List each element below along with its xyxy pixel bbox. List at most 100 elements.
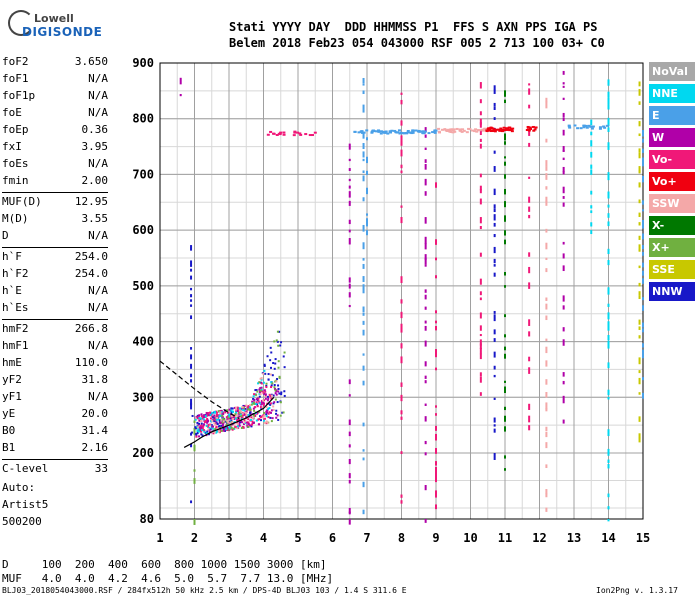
echo-cluster-dot	[231, 416, 234, 419]
echo-column-dot	[504, 215, 506, 222]
echo-cluster-dot	[255, 401, 258, 404]
echo-cluster-dot	[257, 418, 260, 421]
echo-column-dot	[435, 367, 437, 371]
y-tick-label: 900	[132, 56, 154, 70]
echo-band-dot	[296, 131, 300, 134]
echo-cluster-dot	[203, 415, 206, 418]
echo-band-dot	[475, 130, 479, 133]
echo-column-dot	[545, 166, 548, 171]
echo-column-dot	[348, 379, 351, 385]
echo-column-dot	[590, 119, 593, 126]
echo-band-dot	[589, 125, 593, 128]
echo-band-dot	[313, 131, 317, 134]
echo-band-dot	[266, 133, 270, 136]
echo-column-dot	[504, 455, 506, 459]
echo-cluster-dot	[219, 422, 222, 425]
echo-cluster-dot	[200, 419, 203, 422]
echo-column-dot	[607, 79, 610, 86]
echo-cluster-dot	[273, 384, 276, 387]
echo-band-dot	[282, 133, 286, 136]
echo-cluster-dot	[220, 418, 223, 421]
echo-cluster-dot	[215, 421, 218, 424]
echo-column-dot	[424, 485, 427, 491]
echo-column-dot	[607, 321, 610, 327]
echo-column-dot	[400, 382, 403, 387]
echo-column-dot	[642, 392, 644, 399]
echo-column-dot	[638, 199, 641, 204]
echo-cluster-dot	[232, 417, 235, 420]
echo-cluster-dot	[250, 425, 253, 428]
echo-column-dot	[638, 166, 641, 173]
echo-cluster-dot	[209, 411, 212, 414]
echo-band-dot	[298, 132, 302, 135]
echo-band-dot	[421, 130, 425, 133]
echo-cluster-dot	[279, 401, 282, 404]
echo-cluster-dot	[237, 413, 240, 416]
echo-column-dot	[190, 443, 193, 448]
param-row: B0 31.4	[2, 424, 108, 441]
echo-column-dot	[590, 131, 593, 136]
echo-column-dot	[638, 121, 641, 127]
echo-column-dot	[424, 340, 427, 347]
param-value: 254.0	[74, 267, 108, 280]
echo-cluster-dot	[204, 431, 207, 434]
echo-band-dot	[272, 132, 276, 135]
echo-cluster-dot	[206, 430, 209, 433]
x-tick-label: 9	[432, 531, 439, 545]
echo-column-dot	[562, 129, 565, 136]
echo-cluster-dot	[226, 418, 229, 421]
echo-cluster-dot	[260, 382, 263, 385]
echo-cluster-dot	[276, 330, 279, 333]
logo-swirl-icon	[8, 10, 34, 36]
echo-column-dot	[545, 297, 548, 301]
echo-cluster-dot	[274, 362, 277, 365]
echo-band-dot	[462, 129, 466, 132]
echo-band-dot	[299, 133, 303, 136]
echo-cluster-dot	[203, 414, 206, 417]
echo-cluster-dot	[277, 418, 280, 421]
echo-band-dot	[418, 130, 422, 133]
echo-cluster-dot	[196, 414, 199, 417]
param-value: 2.00	[81, 174, 109, 187]
echo-cluster-dot	[195, 434, 198, 437]
echo-cluster-dot	[266, 411, 269, 414]
echo-cluster-dot	[259, 387, 262, 390]
echo-cluster-dot	[228, 408, 231, 411]
echo-cluster-dot	[264, 372, 267, 375]
echo-band-dot	[476, 129, 480, 132]
echo-column-dot	[400, 323, 403, 329]
echo-band-dot	[449, 130, 453, 133]
param-value: N/A	[88, 390, 108, 403]
echo-column-dot	[642, 278, 644, 284]
echo-column-dot	[642, 349, 644, 356]
echo-column-dot	[493, 338, 496, 342]
echo-column-dot	[562, 166, 565, 173]
echo-cluster-dot	[269, 416, 272, 419]
x-tick-label: 5	[294, 531, 301, 545]
echo-column-dot	[362, 329, 365, 336]
echo-cluster-dot	[272, 408, 275, 411]
echo-column-dot	[493, 166, 496, 172]
echo-cluster-dot	[253, 393, 256, 396]
echo-band-dot	[501, 128, 505, 131]
echo-column-dot	[366, 230, 368, 236]
echo-cluster-dot	[233, 406, 236, 409]
param-name: foEp	[2, 123, 29, 136]
echo-column-dot	[642, 353, 644, 359]
echo-column-dot	[493, 234, 496, 238]
echo-column-dot	[366, 170, 368, 176]
echo-column-dot	[362, 353, 365, 356]
echo-cluster-dot	[196, 432, 199, 435]
echo-cluster-dot	[197, 416, 200, 419]
echo-column-dot	[348, 292, 351, 298]
echo-cluster-dot	[260, 400, 263, 403]
echo-column-dot	[362, 197, 365, 202]
echo-cluster-dot	[204, 419, 207, 422]
echo-cluster-dot	[269, 402, 272, 405]
echo-column-dot	[479, 99, 482, 104]
echo-cluster-dot	[252, 401, 255, 404]
echo-cluster-dot	[278, 392, 281, 395]
echo-column-dot	[479, 189, 482, 194]
echo-column-dot	[545, 464, 548, 469]
echo-column-dot	[366, 222, 368, 227]
